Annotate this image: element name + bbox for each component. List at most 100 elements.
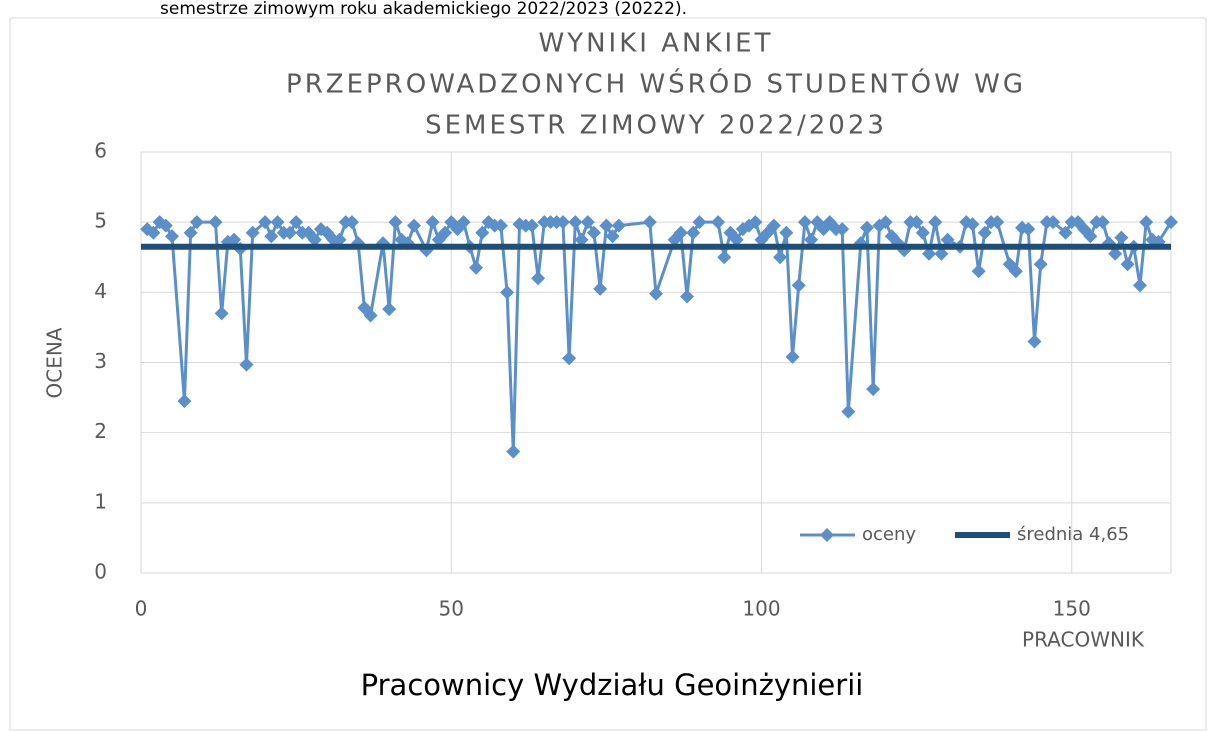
point-marker xyxy=(934,246,949,261)
point-marker xyxy=(1139,215,1154,230)
point-marker xyxy=(1132,278,1147,293)
x-tick-label: 150 xyxy=(1053,597,1091,621)
point-marker xyxy=(388,215,403,230)
point-marker xyxy=(289,215,304,230)
point-marker xyxy=(475,225,490,240)
point-marker xyxy=(407,218,422,233)
point-marker xyxy=(649,286,663,301)
point-marker xyxy=(922,246,937,261)
point-marker xyxy=(773,250,788,265)
point-marker xyxy=(977,225,992,240)
chart-frame xyxy=(9,17,1207,731)
point-marker xyxy=(797,215,812,230)
point-marker xyxy=(965,217,980,232)
point-marker xyxy=(711,215,726,230)
point-marker xyxy=(859,220,874,235)
point-marker xyxy=(928,215,943,230)
y-axis-label: OCENA xyxy=(43,327,67,398)
legend-label: średnia 4,65 xyxy=(1017,524,1129,545)
point-marker xyxy=(791,278,806,293)
point-marker xyxy=(940,232,955,247)
point-marker xyxy=(835,222,850,237)
point-marker xyxy=(1021,222,1036,237)
point-marker xyxy=(282,225,297,240)
point-marker xyxy=(214,306,229,321)
point-marker xyxy=(766,218,781,233)
point-marker xyxy=(692,215,707,230)
point-marker xyxy=(146,225,161,240)
legend-label: oceny xyxy=(862,524,916,545)
point-marker xyxy=(1095,215,1110,230)
plot-border xyxy=(140,151,1172,574)
point-marker xyxy=(531,271,546,286)
y-tick-label: 3 xyxy=(94,349,107,373)
y-tick-label: 1 xyxy=(94,489,107,513)
point-marker xyxy=(611,218,626,233)
point-marker xyxy=(177,394,192,409)
point-marker xyxy=(1008,264,1023,279)
point-marker xyxy=(1120,257,1135,272)
point-marker xyxy=(1114,230,1129,245)
point-marker xyxy=(425,215,440,230)
point-marker xyxy=(599,218,614,233)
point-marker xyxy=(1027,334,1042,349)
point-marker xyxy=(1046,215,1061,230)
x-tick-label: 50 xyxy=(439,597,464,621)
point-marker xyxy=(183,225,198,240)
header-text: semestrze zimowym roku akademickiego 202… xyxy=(160,0,687,19)
point-marker xyxy=(878,215,893,230)
point-marker xyxy=(593,281,608,296)
point-marker xyxy=(1083,229,1098,244)
point-marker xyxy=(1164,215,1178,230)
point-marker xyxy=(779,225,794,240)
point-marker xyxy=(866,382,881,397)
x-tick-label: 0 xyxy=(135,597,148,621)
point-marker xyxy=(524,218,539,233)
chart-title: PRZEPROWADZONYCH WŚRÓD STUDENTÓW WG xyxy=(286,68,1026,100)
point-marker xyxy=(363,308,378,323)
point-marker xyxy=(1108,246,1123,261)
x-tick-label: 100 xyxy=(742,597,780,621)
point-marker xyxy=(971,264,986,279)
point-marker xyxy=(686,225,701,240)
point-marker xyxy=(469,260,484,275)
point-marker xyxy=(729,232,744,247)
point-marker xyxy=(673,225,688,240)
point-marker xyxy=(245,225,260,240)
point-marker xyxy=(841,404,856,419)
point-marker xyxy=(909,215,924,230)
point-marker xyxy=(189,215,204,230)
point-marker xyxy=(258,215,273,230)
point-marker xyxy=(1033,257,1048,272)
y-tick-label: 4 xyxy=(94,279,107,303)
point-marker xyxy=(307,232,322,247)
point-marker xyxy=(270,215,285,230)
footer-label: Pracownicy Wydziału Geoinżynierii xyxy=(361,668,864,702)
point-marker xyxy=(239,357,254,372)
point-marker xyxy=(785,349,800,364)
point-marker xyxy=(574,232,589,247)
point-marker xyxy=(208,215,223,230)
point-marker xyxy=(717,250,732,265)
chart-title: WYNIKI ANKIET xyxy=(539,29,774,59)
point-marker xyxy=(500,285,515,300)
point-marker xyxy=(382,302,397,317)
point-marker xyxy=(456,215,471,230)
point-marker xyxy=(562,351,577,366)
point-marker xyxy=(165,229,180,244)
y-tick-label: 2 xyxy=(94,419,107,443)
point-marker xyxy=(586,225,601,240)
point-marker xyxy=(227,232,242,247)
point-marker xyxy=(555,215,570,230)
point-marker xyxy=(642,215,657,230)
y-tick-label: 5 xyxy=(94,209,107,233)
y-tick-label: 0 xyxy=(94,560,107,584)
chart-title: SEMESTR ZIMOWY 2022/2023 xyxy=(425,111,887,141)
point-marker xyxy=(605,229,620,244)
point-marker xyxy=(990,215,1005,230)
point-marker xyxy=(804,232,819,247)
legend-marker xyxy=(820,528,834,542)
point-marker xyxy=(748,215,763,230)
point-marker xyxy=(506,444,521,459)
